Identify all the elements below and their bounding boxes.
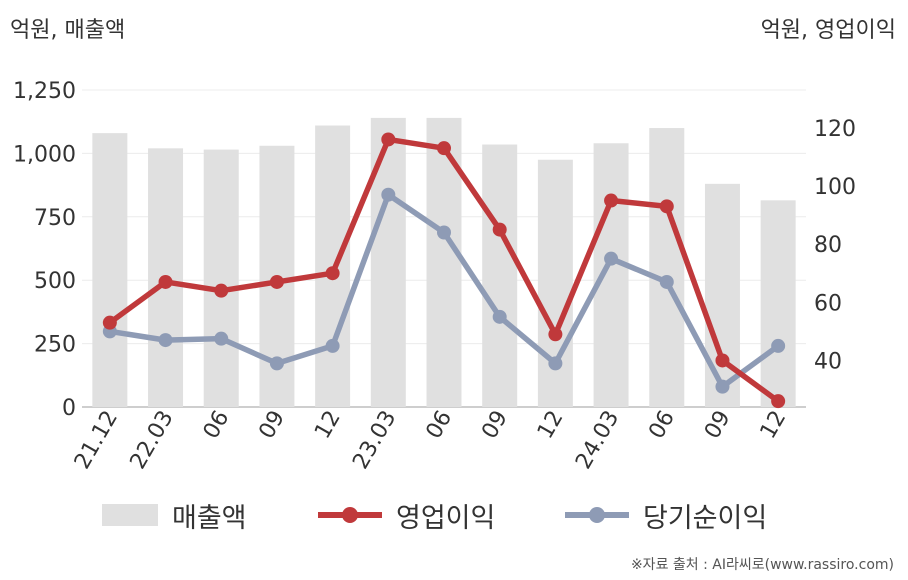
operating-profit-point: [492, 222, 507, 237]
net-profit-point: [381, 187, 396, 202]
left-tick-label: 1,250: [13, 79, 76, 104]
left-tick-label: 500: [34, 269, 76, 294]
net-profit-point: [437, 225, 451, 240]
left-tick-label: 0: [62, 396, 76, 421]
operating-profit-point: [437, 141, 451, 156]
right-tick-label: 60: [814, 291, 842, 316]
x-tick-label: 06: [644, 407, 680, 444]
revenue-bar: [92, 133, 128, 407]
revenue-bar: [482, 144, 518, 408]
x-tick-label: 12: [310, 407, 346, 444]
x-tick-label: 23.03: [348, 407, 401, 474]
right-tick-label: 120: [814, 117, 856, 142]
x-tick-label: 09: [254, 407, 290, 444]
operating-profit-point: [325, 266, 340, 281]
revenue-bar: [649, 128, 685, 408]
legend-label-operating-profit: 영업이익: [396, 502, 496, 534]
left-axis-unit: 억원, 매출액: [10, 18, 126, 43]
operating-profit-point: [604, 193, 619, 208]
legend-swatch-operating-profit: [318, 504, 382, 526]
left-tick-label: 750: [34, 206, 76, 231]
profit-lines: [102, 132, 786, 409]
operating-profit-point: [659, 199, 674, 214]
net-profit-point: [604, 251, 619, 266]
legend-label-net-profit: 당기순이익: [643, 502, 768, 534]
net-profit-point: [771, 338, 786, 353]
net-profit-point: [659, 274, 674, 289]
operating-profit-point: [102, 315, 117, 330]
legend-swatch-net-profit: [565, 504, 629, 526]
legend-swatch-revenue: [102, 504, 158, 526]
x-tick-label: 21.12: [70, 407, 123, 474]
revenue-bar: [203, 149, 239, 407]
net-profit-point: [492, 309, 507, 324]
source-credit: ※자료 출처 : AI라씨로(www.rassiro.com): [630, 557, 894, 573]
right-tick-label: 40: [814, 349, 842, 374]
x-tick-label: 12: [533, 407, 569, 444]
operating-profit-point: [715, 353, 730, 368]
revenue-bar: [593, 143, 629, 408]
revenue-bar: [760, 200, 796, 407]
legend-label-revenue: 매출액: [172, 502, 247, 534]
legend: 매출액 영업이익 당기순이익: [0, 490, 908, 540]
operating-profit-point: [381, 132, 396, 147]
right-tick-label: 80: [814, 233, 842, 258]
legend-item-net-profit[interactable]: 당기순이익: [565, 490, 767, 540]
x-tick-label: 09: [700, 407, 736, 444]
legend-item-operating-profit[interactable]: 영업이익: [318, 490, 495, 540]
revenue-bar: [704, 183, 740, 407]
net-profit-point: [548, 356, 563, 371]
net-profit-point: [325, 338, 340, 353]
x-tick-label: 06: [199, 407, 235, 444]
net-profit-point: [214, 331, 229, 346]
left-tick-label: 1,000: [13, 142, 76, 167]
x-tick-label: 22.03: [126, 407, 179, 474]
x-axis-ticks: 21.12 22.03 06 09 12 23.03 06 09 12 24.03 06 09 12: [70, 407, 791, 474]
revenue-bar: [370, 117, 406, 408]
net-profit-point: [715, 379, 730, 394]
net-profit-point: [158, 333, 173, 348]
operating-profit-point: [771, 394, 786, 409]
legend-item-revenue[interactable]: 매출액: [102, 490, 247, 540]
left-axis-ticks: 0 250 500 750 1,000 1,250: [13, 79, 76, 421]
x-tick-label: 12: [756, 407, 792, 444]
right-axis-ticks: 40 60 80 100 120: [814, 117, 856, 375]
x-tick-label: 09: [477, 407, 513, 444]
left-tick-label: 250: [34, 333, 76, 358]
right-tick-label: 100: [814, 175, 856, 200]
x-tick-label: 06: [422, 407, 458, 444]
x-tick-label: 24.03: [571, 407, 624, 474]
revenue-bars: [92, 117, 796, 408]
net-profit-point: [269, 356, 284, 371]
operating-profit-point: [548, 327, 563, 342]
operating-profit-point: [158, 274, 173, 289]
right-axis-unit: 억원, 영업이익: [760, 18, 896, 43]
operating-profit-point: [214, 283, 229, 298]
operating-profit-point: [269, 274, 284, 289]
